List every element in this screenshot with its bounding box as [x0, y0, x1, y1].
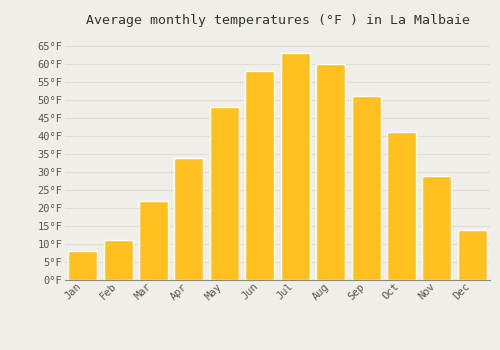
Bar: [458, 230, 487, 280]
Bar: [68, 251, 97, 280]
Bar: [246, 71, 274, 280]
Bar: [104, 240, 132, 280]
Bar: [422, 175, 452, 280]
Bar: [210, 107, 239, 280]
Bar: [387, 132, 416, 280]
Bar: [174, 158, 204, 280]
Bar: [280, 53, 310, 280]
Bar: [139, 201, 168, 280]
Bar: [352, 96, 380, 280]
Bar: [316, 64, 345, 280]
Title: Average monthly temperatures (°F ) in La Malbaie: Average monthly temperatures (°F ) in La…: [86, 14, 469, 27]
